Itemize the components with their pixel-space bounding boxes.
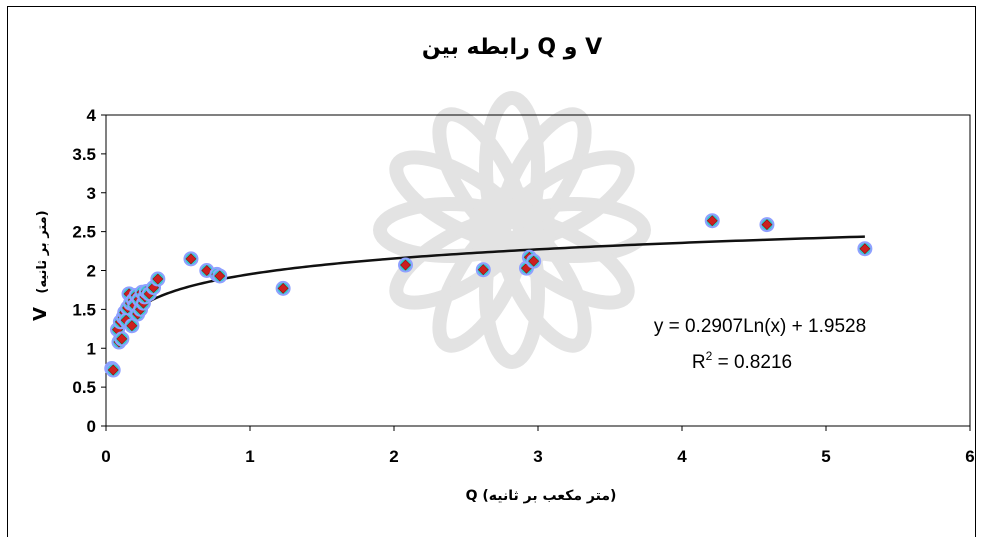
y-axis-label: V (متر بر ثانیه) <box>30 210 51 321</box>
y-tick-label: 1 <box>87 339 96 358</box>
data-point-diamond <box>277 282 289 294</box>
y-tick-label: 2 <box>87 262 96 281</box>
data-point-diamond <box>477 264 489 276</box>
y-tick-label: 2.5 <box>72 223 96 242</box>
data-point <box>124 318 140 334</box>
data-point <box>398 257 414 273</box>
data-point-diamond <box>152 273 164 285</box>
data-point <box>114 331 130 347</box>
x-tick-label: 3 <box>533 447 542 466</box>
watermark-petal <box>496 150 635 248</box>
x-axis: 0 1 2 3 4 5 6 <box>101 426 975 466</box>
data-points <box>104 213 873 378</box>
data-point <box>857 241 873 257</box>
y-tick-label: 3 <box>87 184 96 203</box>
data-point <box>475 262 491 278</box>
data-point <box>526 253 542 269</box>
watermark-ornament <box>373 91 651 369</box>
data-point-diamond <box>761 219 773 231</box>
y-tick-label: 3.5 <box>72 145 96 164</box>
x-tick-label: 2 <box>389 447 398 466</box>
trendline-equation: y = 0.2907Ln(x) + 1.9528 <box>654 316 866 337</box>
r-squared-prefix: R <box>692 352 706 373</box>
r-squared-label: R2 = 0.8216 <box>692 349 792 373</box>
data-point <box>704 213 720 229</box>
x-tick-label: 4 <box>677 447 687 466</box>
chart-title: رابطه بین Q و V <box>422 35 602 60</box>
x-tick-label: 0 <box>101 447 110 466</box>
data-point-diamond <box>126 320 138 332</box>
data-point <box>105 362 121 378</box>
y-tick-label: 0.5 <box>72 378 96 397</box>
data-point <box>275 280 291 296</box>
x-tick-label: 5 <box>821 447 830 466</box>
x-tick-label: 1 <box>245 447 254 466</box>
data-point-diamond <box>528 255 540 267</box>
y-axis: 0 0.5 1 1.5 2 2.5 3 3.5 4 <box>72 106 106 436</box>
y-tick-label: 1.5 <box>72 300 96 319</box>
y-tick-label: 4 <box>87 106 97 125</box>
data-point <box>759 217 775 233</box>
data-point-diamond <box>116 333 128 345</box>
r-squared-value: = 0.8216 <box>712 352 792 373</box>
data-point <box>183 251 199 267</box>
data-point-diamond <box>201 265 213 276</box>
r-squared-superscript: 2 <box>706 349 713 363</box>
data-point-diamond <box>859 243 871 255</box>
data-point-diamond <box>107 364 119 376</box>
x-tick-label: 6 <box>965 447 974 466</box>
y-tick-label: 0 <box>87 417 96 436</box>
y-axis-label-v: V <box>30 307 51 321</box>
watermark-core <box>468 186 556 274</box>
data-point-diamond <box>400 259 411 271</box>
data-point <box>212 268 228 284</box>
data-point-diamond <box>214 270 226 282</box>
y-axis-label-unit: (متر بر ثانیه) <box>35 210 50 293</box>
x-axis-label: Q (متر مکعب بر ثانیه) <box>466 488 617 504</box>
data-point <box>150 271 166 287</box>
data-point-diamond <box>706 215 718 227</box>
data-point-diamond <box>185 253 197 265</box>
